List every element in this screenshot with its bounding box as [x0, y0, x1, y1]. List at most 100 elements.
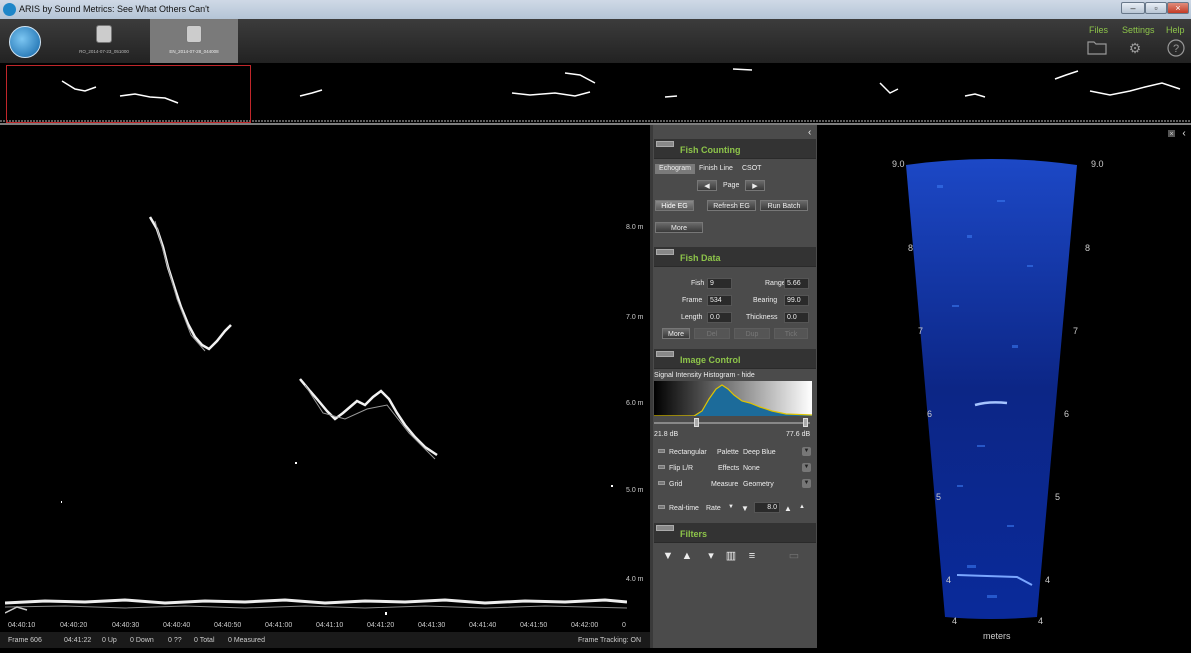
- fish-counting-header[interactable]: Fish Counting: [654, 139, 816, 159]
- sonar-units-label: meters: [983, 631, 1011, 641]
- realtime-checkbox[interactable]: [658, 505, 665, 509]
- rate-chevron-up-icon[interactable]: ▲: [799, 504, 805, 510]
- histogram-toggle-label[interactable]: Signal Intensity Histogram - hide: [654, 372, 755, 379]
- time-tick: 04:41:30: [418, 622, 446, 629]
- chevron-down-icon[interactable]: ▼: [802, 463, 811, 472]
- section-toggle[interactable]: [656, 351, 674, 357]
- time-tick: 04:40:20: [60, 622, 88, 629]
- file-tab-2[interactable]: EN_2014-07-28_044008: [150, 19, 238, 63]
- db-min-slider-handle[interactable]: [694, 418, 699, 427]
- file-tab-1[interactable]: RO_2014-07-23_051000: [60, 19, 148, 63]
- fish-field[interactable]: 9: [707, 278, 732, 289]
- rate-field[interactable]: 8.0: [754, 502, 780, 513]
- thickness-label: Thickness: [746, 314, 778, 321]
- close-button[interactable]: ×: [1167, 2, 1189, 14]
- chevron-down-icon[interactable]: ▼: [802, 447, 811, 456]
- sonar-image-view[interactable]: × ‹ 9.0 8 7 6 5 4 4 9.0 8 7 6 5 4 4 mete…: [817, 125, 1191, 648]
- tab-csot[interactable]: CSOT: [742, 165, 762, 172]
- time-tick: 04:41:40: [469, 622, 497, 629]
- bearing-field[interactable]: 99.0: [784, 295, 809, 306]
- filter-funnel-icon[interactable]: ▼: [662, 550, 674, 562]
- chevron-down-icon[interactable]: ▼: [802, 479, 811, 488]
- filter-up-icon[interactable]: ▲: [681, 550, 693, 562]
- run-batch-button[interactable]: Run Batch: [760, 200, 808, 211]
- sonar-range-label-left: 8: [908, 243, 914, 253]
- frame-label: Frame: [682, 297, 703, 304]
- hide-eg-button[interactable]: Hide EG: [655, 200, 694, 211]
- fish-data-more-button[interactable]: More: [662, 328, 690, 339]
- minimize-button[interactable]: –: [1121, 2, 1145, 14]
- rectangular-checkbox[interactable]: [658, 449, 665, 453]
- range-field-label: Range: [765, 280, 786, 287]
- svg-text:?: ?: [1173, 43, 1179, 55]
- grid-checkbox[interactable]: [658, 481, 665, 485]
- length-field[interactable]: 0.0: [707, 312, 732, 323]
- fish-data-button-4[interactable]: Tick: [774, 328, 808, 339]
- signal-intensity-histogram[interactable]: [654, 381, 813, 417]
- files-menu[interactable]: Files: [1089, 25, 1109, 35]
- range-label: 7.0 m: [626, 314, 644, 321]
- section-toggle[interactable]: [656, 525, 674, 531]
- sonar-range-label-left: 4: [946, 575, 952, 585]
- fish-data-button-2[interactable]: Del: [694, 328, 730, 339]
- rate-increase-button[interactable]: ▲: [784, 504, 792, 513]
- page-prev-button[interactable]: ◀: [697, 180, 717, 191]
- measure-select[interactable]: Geometry: [743, 481, 774, 488]
- fish-counting-more-button[interactable]: More: [655, 222, 703, 233]
- thickness-field[interactable]: 0.0: [784, 312, 809, 323]
- section-toggle[interactable]: [656, 141, 674, 147]
- aris-logo-icon[interactable]: [9, 26, 41, 58]
- filter-print-icon[interactable]: ▭: [788, 550, 800, 562]
- filters-header[interactable]: Filters: [654, 523, 816, 543]
- image-control-header[interactable]: Image Control: [654, 349, 816, 369]
- rate-label: Rate: [706, 505, 721, 512]
- frame-field[interactable]: 534: [707, 295, 732, 306]
- total-count: 0 Total: [194, 637, 215, 644]
- measure-label: Measure: [711, 481, 739, 488]
- range-label: 6.0 m: [626, 400, 644, 407]
- effects-select[interactable]: None: [743, 465, 760, 472]
- range-label: 8.0 m: [626, 224, 644, 231]
- palette-select[interactable]: Deep Blue: [743, 449, 776, 456]
- overview-selection-box[interactable]: [6, 65, 251, 123]
- echogram-overview-strip[interactable]: [0, 63, 1191, 125]
- tab-finish-line[interactable]: Finish Line: [699, 165, 733, 172]
- maximize-button[interactable]: ▫: [1145, 2, 1167, 14]
- range-label: 4.0 m: [626, 576, 644, 583]
- range-label: 5.0 m: [626, 487, 644, 494]
- refresh-eg-button[interactable]: Refresh EG: [707, 200, 756, 211]
- folder-icon[interactable]: [1087, 39, 1107, 57]
- window-title: ARIS by Sound Metrics: See What Others C…: [19, 4, 210, 14]
- rate-chevron-down-icon[interactable]: ▼: [728, 504, 734, 510]
- help-menu[interactable]: Help: [1166, 25, 1185, 35]
- file-tab-label: RO_2014-07-23_051000: [79, 49, 129, 54]
- fish-label: Fish: [691, 280, 705, 287]
- range-field[interactable]: 5.66: [784, 278, 809, 289]
- page-next-button[interactable]: ▶: [745, 180, 765, 191]
- panel-scrollbar[interactable]: [650, 125, 653, 648]
- unknown-count: 0 ??: [168, 637, 182, 644]
- filter-clear-icon[interactable]: ▥: [725, 550, 737, 562]
- fish-data-header[interactable]: Fish Data: [654, 247, 816, 267]
- help-icon[interactable]: ?: [1166, 39, 1186, 57]
- time-tick: 04:40:50: [214, 622, 242, 629]
- tab-echogram[interactable]: Echogram: [655, 164, 695, 174]
- flip-lr-checkbox[interactable]: [658, 465, 665, 469]
- frame-number: Frame 606: [8, 637, 42, 644]
- filter-down-icon[interactable]: ▾: [708, 550, 714, 562]
- gear-icon[interactable]: ⚙: [1128, 40, 1142, 56]
- rate-decrease-button[interactable]: ▼: [741, 504, 749, 513]
- settings-menu[interactable]: Settings: [1122, 25, 1155, 35]
- sonar-range-label-left: 4: [952, 616, 958, 626]
- sonar-range-label-right: 4: [1045, 575, 1051, 585]
- sonar-range-label-right: 7: [1073, 326, 1079, 336]
- db-max-slider-handle[interactable]: [803, 418, 808, 427]
- filter-settings-icon[interactable]: ≡: [748, 550, 756, 562]
- file-tab-label: EN_2014-07-28_044008: [169, 49, 219, 54]
- grid-label: Grid: [669, 481, 683, 488]
- fish-data-button-3[interactable]: Dup: [734, 328, 770, 339]
- collapse-panel-icon[interactable]: ‹: [808, 127, 812, 138]
- page-label: Page: [723, 182, 740, 189]
- echogram-view[interactable]: [5, 129, 627, 622]
- section-toggle[interactable]: [656, 249, 674, 255]
